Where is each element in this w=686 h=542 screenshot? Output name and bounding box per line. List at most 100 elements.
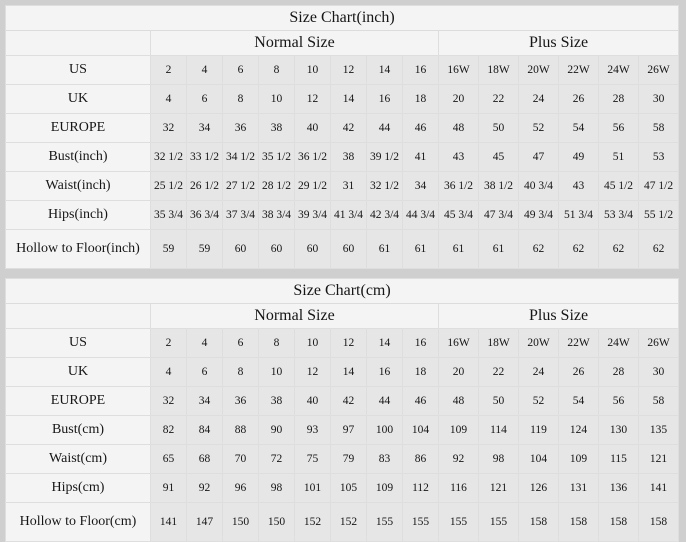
table-cell: 47 [518, 142, 559, 172]
table-cell: 135 [637, 415, 680, 445]
row-label: US [5, 328, 151, 358]
table-cell: 48 [438, 386, 479, 416]
table-cell: 48 [438, 113, 479, 143]
table-cell: 98 [258, 473, 295, 503]
table-cell: 150 [222, 502, 259, 542]
table-cell: 53 3/4 [598, 200, 639, 230]
table-title: Size Chart(inch) [4, 5, 680, 31]
table-cell: 24 [518, 84, 559, 114]
table-cell: 61 [478, 229, 519, 269]
table-cell: 58 [637, 113, 680, 143]
table-cell: 42 [330, 113, 367, 143]
table-cell: 136 [598, 473, 639, 503]
table-cell: 26 [558, 84, 599, 114]
table-cell: 121 [637, 444, 680, 474]
table-row: Hips(cm) 91 92 96 98 101 105 109 112 116 121 126 131… [5, 473, 680, 503]
table-cell: 47 3/4 [478, 200, 519, 230]
table-title: Size Chart(cm) [4, 278, 680, 304]
table-cell: 109 [558, 444, 599, 474]
table-cell: 121 [478, 473, 519, 503]
table-cell: 37 3/4 [222, 200, 259, 230]
table-cell: 6 [186, 84, 223, 114]
table-cell: 16 [366, 84, 403, 114]
table-cell: 62 [598, 229, 639, 269]
table-cell: 36 3/4 [186, 200, 223, 230]
table-cell: 112 [402, 473, 439, 503]
table-cell: 158 [518, 502, 559, 542]
table-cell: 93 [294, 415, 331, 445]
table-cell: 34 1/2 [222, 142, 259, 172]
table-row: EUROPE 32 34 36 38 40 42 44 46 48 50 52 54 56 58 [5, 113, 680, 143]
table-cell: 33 1/2 [186, 142, 223, 172]
table-cell: 2 [150, 55, 187, 85]
table-cell: 105 [330, 473, 367, 503]
table-cell: 56 [598, 113, 639, 143]
table-cell: 96 [222, 473, 259, 503]
section-header-normal-size: Normal Size [150, 30, 439, 56]
table-cell: 141 [637, 473, 680, 503]
table-cell: 114 [478, 415, 519, 445]
table-cell: 86 [402, 444, 439, 474]
table-cell: 68 [186, 444, 223, 474]
table-cell: 152 [330, 502, 367, 542]
table-cell: 88 [222, 415, 259, 445]
table-cell: 41 3/4 [330, 200, 367, 230]
table-cell: 40 3/4 [518, 171, 559, 201]
table-cell: 10 [294, 328, 331, 358]
table-cell: 54 [558, 386, 599, 416]
table-cell: 130 [598, 415, 639, 445]
table-cell: 44 [366, 386, 403, 416]
table-cell: 36 1/2 [294, 142, 331, 172]
section-header-plus-size: Plus Size [437, 30, 680, 56]
table-cell: 55 1/2 [637, 200, 680, 230]
table-cell: 52 [518, 386, 559, 416]
row-label: Waist(cm) [5, 444, 151, 474]
table-cell: 12 [294, 84, 331, 114]
table-cell: 32 1/2 [150, 142, 187, 172]
table-cell: 12 [330, 328, 367, 358]
table-cell: 101 [294, 473, 331, 503]
table-cell: 158 [637, 502, 680, 542]
table-cell: 104 [402, 415, 439, 445]
table-cell: 59 [150, 229, 187, 269]
table-cell: 24W [598, 328, 639, 358]
table-cell: 45 [478, 142, 519, 172]
table-cell: 51 [598, 142, 639, 172]
table-cell: 60 [222, 229, 259, 269]
table-cell: 8 [222, 357, 259, 387]
row-label: UK [5, 357, 151, 387]
table-cell: 155 [402, 502, 439, 542]
table-cell: 91 [150, 473, 187, 503]
table-row: Bust(inch) 32 1/2 33 1/2 34 1/2 35 1/2 36 1/2… [5, 142, 680, 172]
table-cell: 32 [150, 386, 187, 416]
table-cell: 4 [186, 328, 223, 358]
table-cell: 104 [518, 444, 559, 474]
table-cell: 20 [438, 357, 479, 387]
table-cell: 18 [402, 84, 439, 114]
table-cell: 18W [478, 55, 519, 85]
table-cell: 26W [637, 55, 680, 85]
table-cell: 53 [637, 142, 680, 172]
table-row: US 2 4 6 8 10 12 14 16 16W 18W 20W 22W 24W 26W [5, 328, 680, 358]
table-cell: 10 [294, 55, 331, 85]
table-cell: 61 [366, 229, 403, 269]
table-row: Hips(inch) 35 3/4 36 3/4 37 3/4 38 3/4 39 3/4… [5, 200, 680, 230]
row-label: EUROPE [5, 113, 151, 143]
table-cell: 158 [598, 502, 639, 542]
table-cell: 22 [478, 357, 519, 387]
table-cell: 29 1/2 [294, 171, 331, 201]
size-chart-table-inch: Size Chart(inch) Normal Size Plus Size US 2 4… [4, 5, 680, 269]
table-cell: 22 [478, 84, 519, 114]
table-cell: 14 [330, 84, 367, 114]
row-label: Hips(inch) [5, 200, 151, 230]
section-header-row: Normal Size Plus Size [5, 303, 680, 329]
table-cell: 79 [330, 444, 367, 474]
table-cell: 4 [150, 84, 187, 114]
table-cell: 26 [558, 357, 599, 387]
table-cell: 124 [558, 415, 599, 445]
size-chart-page: Size Chart(inch) Normal Size Plus Size US 2 4… [4, 5, 680, 542]
table-cell: 26 1/2 [186, 171, 223, 201]
table-cell: 24 [518, 357, 559, 387]
row-label: Waist(inch) [5, 171, 151, 201]
table-cell: 34 [186, 113, 223, 143]
